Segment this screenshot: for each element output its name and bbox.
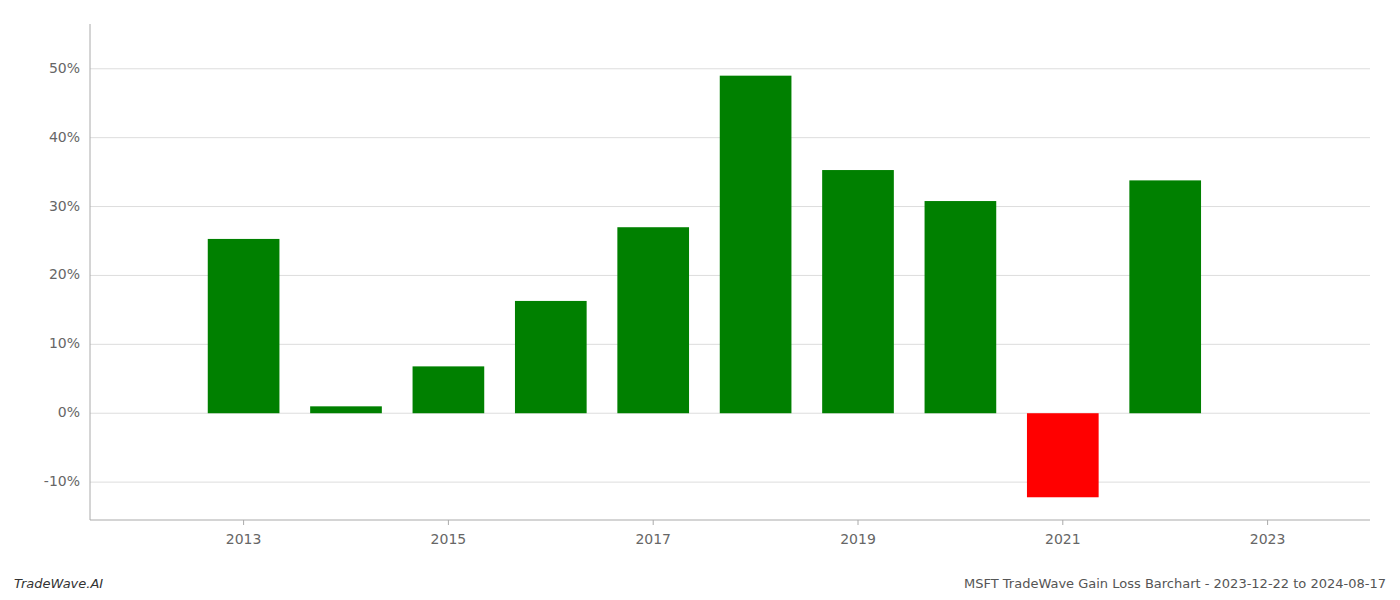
- x-tick: [243, 520, 244, 525]
- bar: [1027, 413, 1099, 497]
- chart-svg: -10% 0% 10% 20% 30% 40% 50% 2013 2015 2017 2019 202…: [0, 0, 1400, 600]
- y-tick-label: 10%: [49, 335, 80, 351]
- grid-line: [90, 482, 1370, 483]
- y-tick-label: 20%: [49, 266, 80, 282]
- bar: [413, 366, 485, 413]
- x-axis-line: [90, 520, 1370, 521]
- annotation-right: MSFT TradeWave Gain Loss Barchart - 2023…: [964, 576, 1386, 591]
- x-tick-label: 2019: [840, 531, 876, 547]
- x-tick-label: 2017: [635, 531, 671, 547]
- x-axis: 2013 2015 2017 2019 2021 2023: [226, 520, 1286, 547]
- x-tick-label: 2013: [226, 531, 262, 547]
- y-tick-label: 50%: [49, 60, 80, 76]
- bar: [822, 170, 894, 413]
- bar: [720, 76, 792, 414]
- y-tick-label: 0%: [58, 404, 80, 420]
- y-tick-label: 30%: [49, 198, 80, 214]
- bar: [515, 301, 587, 413]
- x-tick-label: 2021: [1045, 531, 1081, 547]
- y-axis: -10% 0% 10% 20% 30% 40% 50%: [44, 60, 80, 489]
- y-tick-label: -10%: [44, 473, 80, 489]
- annotation-left: TradeWave.AI: [14, 576, 103, 591]
- y-grid: [90, 69, 1370, 482]
- grid-line: [90, 68, 1370, 69]
- background: [0, 0, 1400, 600]
- bar: [310, 406, 382, 413]
- bars: [208, 76, 1201, 498]
- y-tick-label: 40%: [49, 129, 80, 145]
- x-tick: [448, 520, 449, 525]
- x-tick-label: 2015: [431, 531, 467, 547]
- chart-container: -10% 0% 10% 20% 30% 40% 50% 2013 2015 2017 2019 202…: [0, 0, 1400, 600]
- x-tick: [653, 520, 654, 525]
- x-tick: [1267, 520, 1268, 525]
- bar: [925, 201, 997, 413]
- bar: [208, 239, 280, 413]
- bar: [617, 227, 689, 413]
- x-tick: [1062, 520, 1063, 525]
- y-axis-line: [90, 24, 91, 520]
- x-tick-label: 2023: [1250, 531, 1286, 547]
- bar: [1129, 180, 1201, 413]
- x-tick: [858, 520, 859, 525]
